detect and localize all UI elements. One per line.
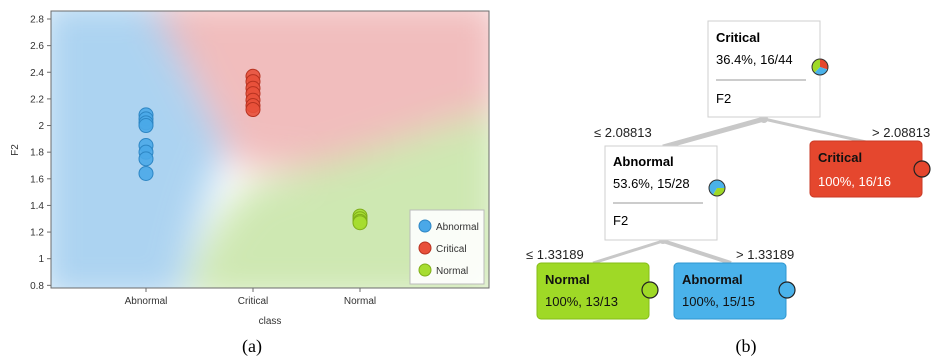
y-tick-label: 2.4 xyxy=(30,68,44,79)
y-tick-label: 1.4 xyxy=(30,201,44,212)
point-abnormal xyxy=(138,118,154,134)
data-points xyxy=(138,68,368,231)
y-tick-label: 0.8 xyxy=(30,281,44,292)
region-critical xyxy=(156,11,489,169)
node-class: Abnormal xyxy=(613,154,674,169)
scatter-panel: 0.8 1 1.2 1.4 1.6 1.8 2 2.2 2.4 2.6 2.8 Abnormal Cr… xyxy=(10,10,490,357)
node-class: Critical xyxy=(818,150,862,165)
tree-node-critical-leaf: Critical 100%, 16/16 xyxy=(809,140,931,198)
edge-label-le-2.08813: ≤ 2.08813 xyxy=(594,125,652,140)
edge-root-abnormal xyxy=(662,116,765,150)
y-tick-label: 1.6 xyxy=(30,174,44,185)
node-split-feature: F2 xyxy=(613,213,628,228)
pie-icon xyxy=(811,58,829,76)
pie-icon xyxy=(708,179,726,197)
node-stats: 100%, 16/16 xyxy=(818,174,891,189)
edge-abnormal-normal xyxy=(592,239,664,265)
edge-label-le-1.33189: ≤ 1.33189 xyxy=(526,247,584,262)
caption-b: (b) xyxy=(736,336,757,357)
legend-label-abnormal: Abnormal xyxy=(436,222,479,233)
node-class: Normal xyxy=(545,272,590,287)
plot-frame xyxy=(50,10,490,289)
class-marker-icon xyxy=(778,281,796,299)
point-abnormal xyxy=(138,165,154,181)
tree-node-abnormal: Abnormal 53.6%, 15/28 F2 xyxy=(604,145,726,241)
y-tick-label: 2.6 xyxy=(30,41,44,52)
node-stats: 100%, 13/13 xyxy=(545,294,618,309)
tree-node-abnormal-leaf: Abnormal 100%, 15/15 xyxy=(673,262,796,320)
point-critical xyxy=(245,102,261,118)
point-normal xyxy=(352,215,368,231)
legend-marker-normal xyxy=(418,263,432,277)
node-stats: 53.6%, 15/28 xyxy=(613,176,690,191)
y-tick-label: 1 xyxy=(38,254,44,265)
legend-label-normal: Normal xyxy=(436,266,468,277)
node-class: Abnormal xyxy=(682,272,743,287)
x-tick-label: Normal xyxy=(344,296,376,307)
node-stats: 36.4%, 16/44 xyxy=(716,52,793,67)
edge-root-critical xyxy=(763,117,867,144)
node-split-feature: F2 xyxy=(716,91,731,106)
tree-panel: ≤ 2.08813 > 2.08813 ≤ 1.33189 > 1.33189 … xyxy=(526,20,931,357)
y-axis-ticks: 0.8 1 1.2 1.4 1.6 1.8 2 2.2 2.4 2.6 2.8 xyxy=(30,14,51,292)
edge-label-gt-1.33189: > 1.33189 xyxy=(736,247,794,262)
edge-label-gt-2.08813: > 2.08813 xyxy=(872,125,930,140)
caption-a: (a) xyxy=(242,336,262,357)
legend-marker-abnormal xyxy=(418,219,432,233)
y-tick-label: 2 xyxy=(38,121,44,132)
edge-abnormal-abnormal2 xyxy=(662,239,732,265)
legend-marker-critical xyxy=(418,241,432,255)
x-tick-label: Abnormal xyxy=(125,296,168,307)
y-tick-label: 2.8 xyxy=(30,14,44,25)
node-class: Critical xyxy=(716,30,760,45)
class-marker-icon xyxy=(641,281,659,299)
y-tick-label: 1.2 xyxy=(30,228,44,239)
y-tick-label: 2.2 xyxy=(30,94,44,105)
y-axis-label: F2 xyxy=(10,144,21,156)
x-tick-label: Critical xyxy=(238,296,269,307)
tree-node-root: Critical 36.4%, 16/44 F2 xyxy=(707,20,829,118)
node-stats: 100%, 15/15 xyxy=(682,294,755,309)
x-axis-label: class xyxy=(259,316,282,327)
tree-node-normal-leaf: Normal 100%, 13/13 xyxy=(536,262,659,320)
legend: Abnormal Critical Normal xyxy=(409,209,485,285)
y-tick-label: 1.8 xyxy=(30,148,44,159)
class-marker-icon xyxy=(913,160,931,178)
x-axis-ticks: Abnormal Critical Normal xyxy=(125,288,376,307)
point-abnormal xyxy=(138,151,154,167)
legend-label-critical: Critical xyxy=(436,244,467,255)
